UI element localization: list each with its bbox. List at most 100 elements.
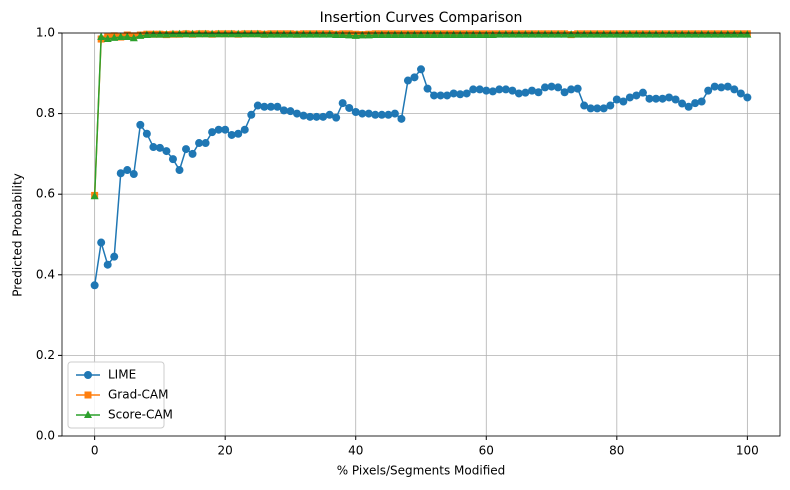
point	[554, 83, 563, 92]
point	[717, 83, 726, 92]
point	[723, 82, 732, 91]
point	[371, 110, 380, 119]
point	[436, 30, 445, 39]
point	[319, 112, 328, 121]
point	[684, 102, 693, 111]
x-tick-label: 80	[609, 444, 624, 458]
point	[593, 30, 602, 38]
point	[332, 113, 341, 122]
point	[521, 88, 530, 97]
point	[214, 125, 223, 134]
y-tick-label: 0.0	[36, 429, 55, 443]
point	[351, 107, 360, 116]
series	[91, 30, 751, 199]
point	[90, 281, 99, 290]
point	[671, 95, 680, 104]
y-tick-label: 0.8	[36, 106, 55, 120]
point	[338, 30, 347, 39]
point	[384, 30, 393, 39]
point	[456, 30, 465, 39]
point	[377, 110, 386, 119]
point	[292, 30, 301, 38]
point	[364, 109, 373, 118]
point	[110, 252, 119, 261]
point	[430, 30, 439, 39]
point	[717, 30, 726, 38]
point	[488, 30, 497, 39]
point	[247, 29, 256, 38]
point	[514, 30, 523, 38]
legend-marker	[84, 371, 92, 379]
line	[93, 33, 748, 197]
point	[651, 30, 660, 38]
point	[195, 29, 204, 38]
point	[678, 30, 687, 38]
point	[227, 29, 236, 38]
point	[625, 30, 634, 38]
point	[456, 90, 465, 99]
point	[299, 111, 308, 120]
point	[299, 30, 308, 38]
point	[292, 109, 301, 118]
point	[704, 30, 713, 38]
point	[168, 29, 177, 38]
point	[475, 30, 484, 39]
point	[710, 82, 719, 91]
point	[443, 91, 452, 100]
point	[625, 93, 634, 102]
point	[645, 94, 654, 103]
point	[586, 30, 595, 38]
point	[273, 30, 282, 38]
point	[730, 85, 739, 94]
point	[586, 104, 595, 113]
plot-frame	[61, 32, 781, 437]
point	[606, 30, 615, 38]
point	[266, 30, 275, 38]
x-tick-label: 0	[91, 444, 99, 458]
point	[182, 29, 191, 38]
point	[684, 30, 693, 38]
series	[90, 29, 752, 200]
point	[417, 65, 425, 74]
point	[390, 30, 399, 39]
point	[286, 107, 295, 116]
point	[469, 85, 478, 94]
point	[312, 112, 321, 121]
point	[403, 76, 412, 85]
point	[521, 30, 530, 38]
point	[645, 30, 654, 38]
point	[345, 103, 354, 112]
point	[234, 129, 243, 138]
point	[195, 139, 204, 148]
y-tick-label: 0.6	[36, 187, 55, 201]
point	[573, 30, 582, 38]
point	[547, 82, 556, 91]
point	[612, 30, 621, 38]
point	[260, 102, 269, 111]
point	[129, 33, 138, 42]
point	[338, 99, 347, 108]
point	[541, 83, 550, 92]
point	[142, 30, 151, 39]
point	[221, 125, 230, 134]
point	[97, 32, 106, 41]
point	[710, 30, 719, 38]
point	[495, 30, 504, 38]
point	[417, 30, 425, 39]
point	[697, 97, 706, 106]
point	[527, 86, 536, 95]
point	[736, 30, 745, 38]
point	[240, 125, 249, 134]
x-tick-label: 40	[348, 444, 363, 458]
point	[345, 30, 354, 39]
point	[201, 139, 210, 148]
point	[475, 85, 484, 94]
point	[136, 120, 145, 129]
point	[534, 88, 543, 97]
y-tick-label: 0.2	[36, 348, 55, 362]
point	[580, 101, 589, 110]
point	[599, 104, 608, 113]
point	[665, 93, 674, 102]
point	[208, 29, 217, 38]
